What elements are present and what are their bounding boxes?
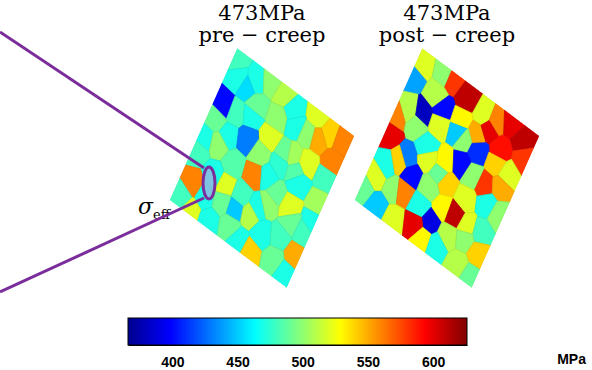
panel-title: 473MPa bbox=[403, 1, 490, 25]
row-label-symbol: σ bbox=[138, 194, 154, 219]
colorbar bbox=[128, 318, 467, 345]
tick: 500 bbox=[292, 345, 316, 370]
tick: 400 bbox=[161, 345, 185, 370]
grain-map bbox=[170, 48, 354, 288]
colorbar-axis: 400 450 500 550 600 bbox=[129, 345, 468, 370]
colorbar-label: MPa bbox=[557, 351, 586, 367]
tick-label: 500 bbox=[292, 354, 316, 370]
figure: 473MPapre − creep473MPapost − creepσeff4… bbox=[0, 0, 592, 370]
callout-line bbox=[0, 198, 204, 292]
panel-subtitle: post − creep bbox=[379, 23, 515, 47]
tick: 550 bbox=[357, 345, 381, 370]
grain-map bbox=[355, 48, 539, 288]
tick-label: 600 bbox=[422, 354, 446, 370]
callout-line bbox=[0, 32, 204, 168]
panel-title: 473MPa bbox=[218, 1, 305, 25]
callout bbox=[0, 32, 215, 292]
tick-label: 400 bbox=[161, 354, 185, 370]
panel-subtitle: pre − creep bbox=[199, 23, 326, 47]
tick-label: 550 bbox=[357, 354, 381, 370]
tick: 450 bbox=[226, 345, 250, 370]
colorbar-axis-line bbox=[129, 345, 468, 346]
tick-label: 450 bbox=[226, 354, 250, 370]
row-label: σeff bbox=[138, 194, 172, 222]
callout-ellipse bbox=[203, 167, 215, 199]
tick: 600 bbox=[422, 345, 446, 370]
grain bbox=[272, 257, 296, 288]
grain bbox=[459, 260, 480, 288]
